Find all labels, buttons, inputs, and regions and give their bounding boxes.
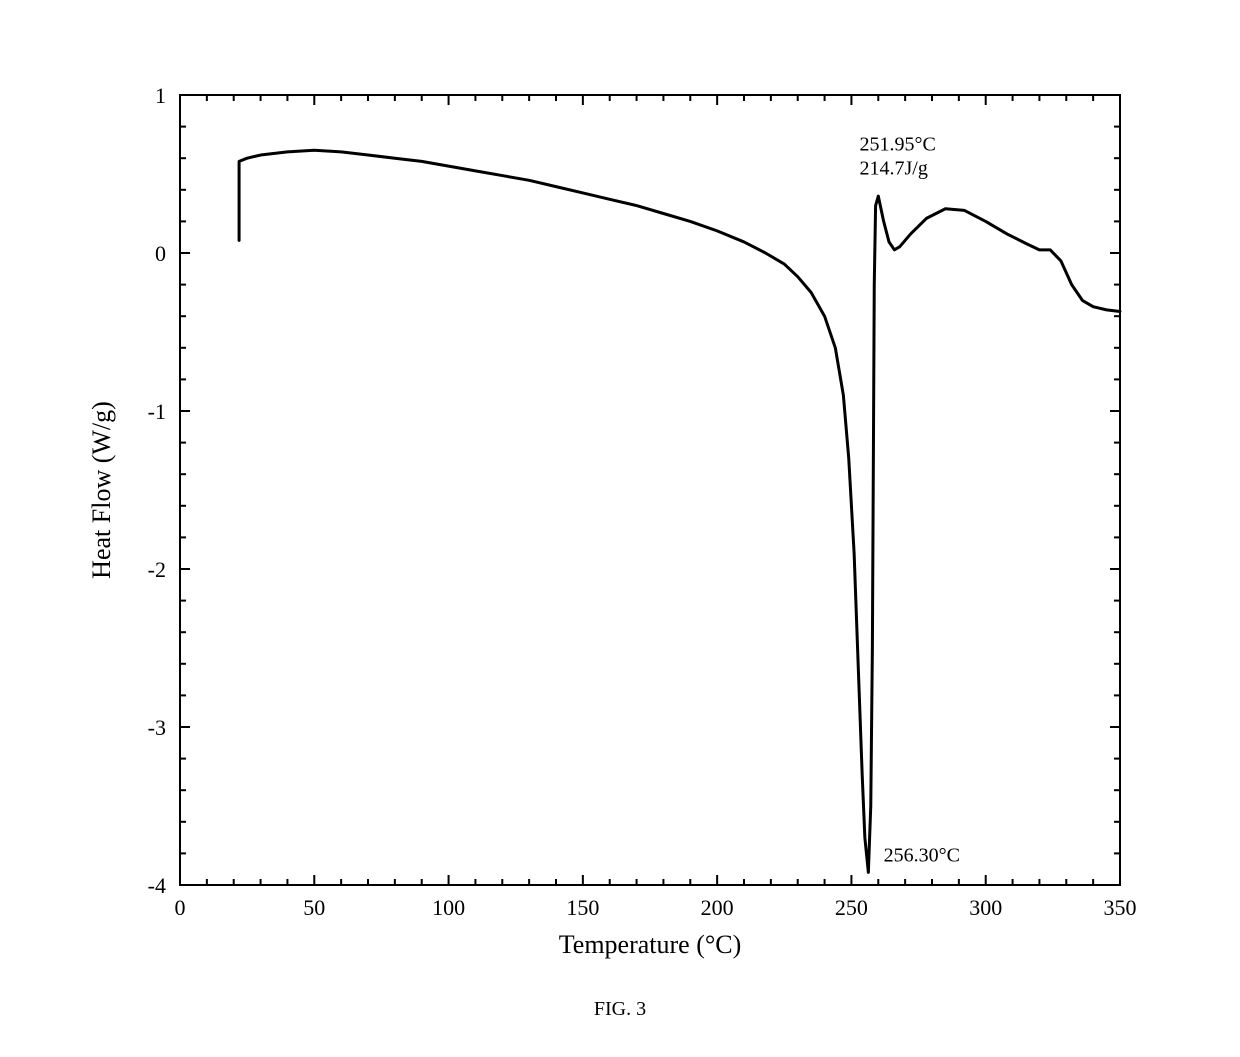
- x-tick-label: 200: [701, 895, 734, 920]
- y-tick-label: 0: [155, 241, 166, 266]
- x-tick-label: 250: [835, 895, 868, 920]
- y-tick-label: -1: [148, 399, 166, 424]
- y-tick-label: 1: [155, 83, 166, 108]
- x-tick-label: 100: [432, 895, 465, 920]
- y-tick-label: -3: [148, 715, 166, 740]
- figure-caption: FIG. 3: [594, 998, 646, 1020]
- x-tick-label: 350: [1104, 895, 1137, 920]
- plot-box: [180, 95, 1120, 885]
- figure-container: 0 50 100 150 200 250 300 350 -4 -3 -2 -1 0 1 Temperatu…: [0, 0, 1240, 1057]
- x-tick-label: 150: [566, 895, 599, 920]
- x-axis-label: Temperature (°C): [559, 930, 742, 959]
- x-tick-label: 50: [303, 895, 325, 920]
- dsc-chart: 0 50 100 150 200 250 300 350 -4 -3 -2 -1 0 1 Temperatu…: [0, 0, 1240, 1057]
- y-axis-label: Heat Flow (W/g): [87, 401, 116, 579]
- annotation-peak-temp: 256.30°C: [884, 844, 960, 866]
- y-tick-label: -2: [148, 557, 166, 582]
- x-tick-label: 300: [969, 895, 1002, 920]
- dsc-curve: [239, 150, 1120, 872]
- x-tick-label: 0: [175, 895, 186, 920]
- annotation-onset-temp: 251.95°C: [859, 133, 935, 155]
- y-tick-label: -4: [148, 873, 166, 898]
- annotation-onset-enthalpy: 214.7J/g: [859, 157, 927, 179]
